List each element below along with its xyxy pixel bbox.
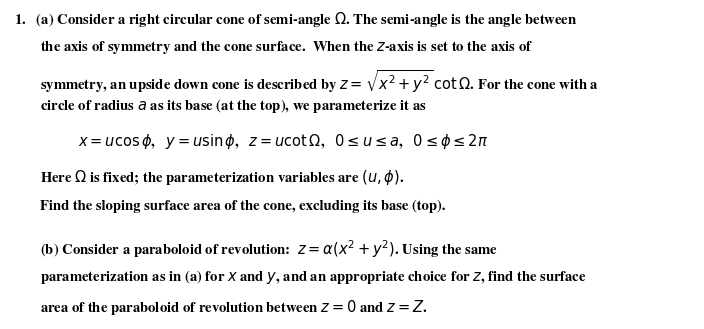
Text: parameterization as in (a) for $x$ and $y$, and an appropriate choice for $z$, f: parameterization as in (a) for $x$ and $… [40,268,586,286]
Text: circle of radius $a$ as its base (at the top), we parameterize it as: circle of radius $a$ as its base (at the… [40,97,427,115]
Text: (b) Consider a paraboloid of revolution:  $z = \alpha(x^2 + y^2)$. Using the sam: (b) Consider a paraboloid of revolution:… [40,238,498,260]
Text: symmetry, an upside down cone is described by $z = \sqrt{x^2 + y^2}\,\cot\Omega$: symmetry, an upside down cone is describ… [40,68,599,95]
Text: $x = u\cos\phi$,   $y = u\sin\phi$,   $z = u\cot\Omega$,   $0 \leq u \leq a$,   : $x = u\cos\phi$, $y = u\sin\phi$, $z = u… [78,132,488,151]
Text: the axis of symmetry and the cone surface.  When the $z$-axis is set to the axis: the axis of symmetry and the cone surfac… [40,39,533,56]
Text: 1.   (a) Consider a right circular cone of semi-angle $\Omega$. The semi-angle i: 1. (a) Consider a right circular cone of… [14,10,577,29]
Text: Here $\Omega$ is fixed; the parameterization variables are $(u, \phi)$.: Here $\Omega$ is fixed; the parameteriza… [40,168,404,187]
Text: Find the sloping surface area of the cone, excluding its base (top).: Find the sloping surface area of the con… [40,200,446,213]
Text: area of the paraboloid of revolution between $z = 0$ and $z = Z$.: area of the paraboloid of revolution bet… [40,298,427,317]
